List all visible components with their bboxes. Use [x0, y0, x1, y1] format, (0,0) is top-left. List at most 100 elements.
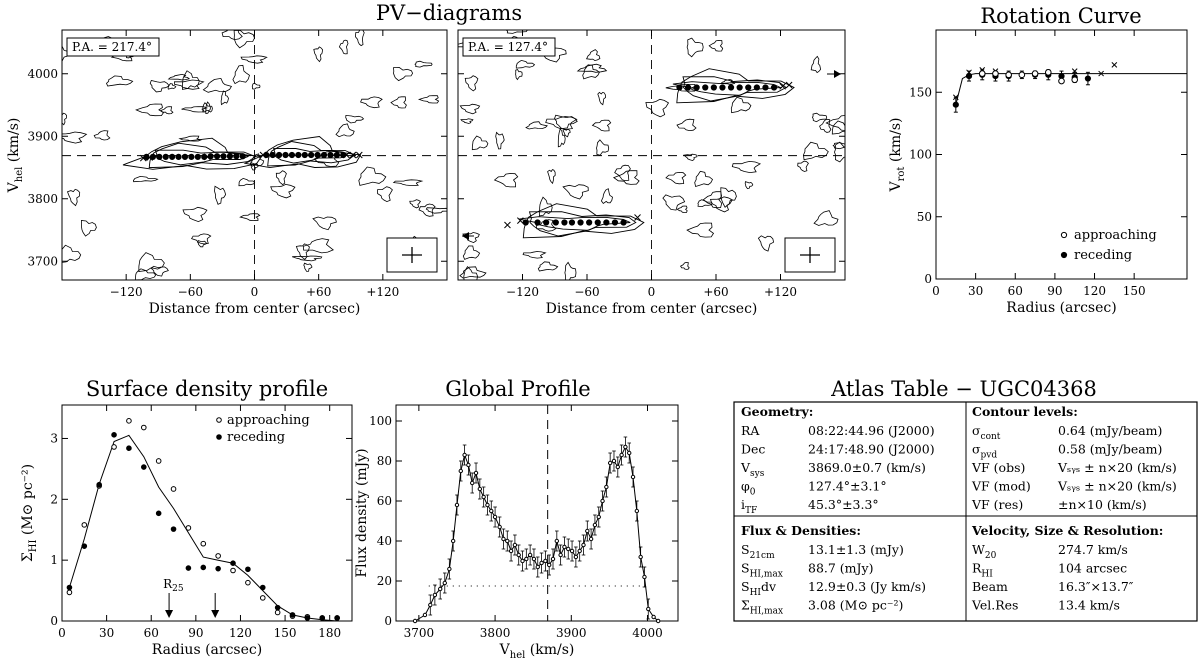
noise-contour — [562, 128, 571, 138]
gp-data-point — [473, 470, 479, 476]
y-tick-label: 4000 — [27, 67, 58, 81]
velocity-row-label-main: Beam — [972, 579, 1008, 594]
noise-contour — [582, 64, 600, 80]
gp-data-point — [655, 618, 661, 624]
noise-contour — [612, 170, 640, 185]
flux-row-label-main: S — [741, 542, 750, 557]
velocity-row-label-main: Vel.Res — [971, 598, 1018, 613]
noise-contour — [459, 103, 481, 115]
contours-row-label-main: VF (obs) — [971, 460, 1025, 475]
sd-approaching-point — [259, 595, 266, 601]
pv-data-point — [282, 151, 289, 159]
noise-contour — [417, 95, 440, 104]
noise-contour — [562, 184, 589, 200]
gp-data-point — [481, 494, 486, 500]
contours-row-label-sub: cont — [981, 432, 1001, 442]
gp-data-point — [524, 556, 529, 562]
noise-contour — [564, 261, 577, 280]
noise-contour — [178, 135, 203, 142]
gp-data-point — [634, 508, 640, 514]
noise-contour — [464, 75, 479, 92]
noise-contour — [392, 179, 424, 187]
noise-contour — [295, 243, 310, 260]
rotation-curve-title: Rotation Curve — [980, 4, 1141, 28]
x-axis-label-main: V — [499, 642, 511, 658]
flux-row-label: SHI,max — [741, 561, 783, 580]
contours-row-value: Vₛᵧₛ ± n×20 (km/s) — [1057, 479, 1177, 494]
noise-contour — [493, 173, 519, 188]
gp-data-point — [412, 618, 418, 624]
flux-row-value: 13.1±1.3 (mJy) — [808, 542, 904, 557]
noise-contour — [270, 183, 296, 199]
gp-data-point — [546, 562, 552, 568]
noise-contour — [313, 46, 324, 63]
noise-contour — [547, 169, 556, 185]
noise-contour — [62, 46, 68, 62]
x-tick-label: −120 — [110, 285, 143, 299]
y-tick-label: 3 — [50, 431, 58, 445]
noise-contour — [135, 103, 165, 117]
noise-contour — [545, 116, 578, 130]
contours-row-value: 0.64 (mJy/beam) — [1058, 423, 1162, 438]
y-tick-label: 150 — [909, 85, 932, 99]
noise-contour — [665, 84, 698, 92]
geometry-row-label-sub: sys — [750, 469, 765, 479]
gp-data-point — [642, 574, 647, 580]
r25-label: R25 — [163, 577, 184, 594]
noise-contour — [813, 210, 839, 226]
noise-contour — [292, 255, 323, 262]
noise-contour — [686, 222, 715, 238]
y-tick-label: 3900 — [27, 129, 58, 143]
sd-receding-point — [140, 464, 147, 470]
gp-data-point — [470, 480, 475, 486]
noise-contour — [138, 252, 165, 272]
sd-approaching-point — [81, 522, 88, 528]
gp-data-point — [497, 524, 502, 530]
pv-cross-point — [516, 217, 524, 224]
noise-contour — [697, 199, 713, 208]
contours-row-label: σpvd — [972, 442, 997, 461]
legend-receding-marker — [216, 434, 222, 440]
x-tick-label: +60 — [703, 285, 728, 299]
y-axis-label-sub: HI — [28, 540, 39, 553]
pv-cross-point — [349, 151, 357, 159]
pv-data-point — [586, 219, 593, 226]
noise-contour — [182, 206, 208, 223]
radius-arrowhead — [211, 610, 220, 618]
gp-data-point — [615, 464, 620, 470]
sd-receding-point — [245, 566, 251, 573]
y-axis-label-sub: hel — [14, 167, 25, 183]
atlas-table-title: Atlas Table − UGC04368 — [830, 377, 1097, 401]
noise-contour — [585, 49, 601, 62]
noise-contour — [251, 82, 261, 90]
gp-data-point — [512, 542, 518, 548]
y-tick-label: 2 — [50, 492, 58, 506]
noise-contour — [134, 268, 157, 280]
noise-contour — [596, 139, 610, 156]
noise-contour — [614, 164, 631, 182]
gp-data-point — [485, 502, 490, 508]
x-tick-label: −60 — [178, 285, 203, 299]
rc-approaching-point — [992, 70, 999, 77]
x-tick-label: 120 — [229, 626, 252, 640]
noise-contour — [819, 118, 832, 133]
gp-data-point — [623, 444, 628, 450]
gp-data-point — [600, 498, 605, 504]
noise-contour — [390, 96, 407, 109]
pv-data-point — [568, 219, 576, 226]
noise-contour — [557, 127, 566, 148]
gp-data-point — [462, 452, 467, 458]
noise-contour — [471, 135, 489, 151]
x-tick-label: 180 — [318, 626, 341, 640]
y-tick-label: 3700 — [27, 254, 58, 268]
geometry-row-value: 08:22:44.96 (J2000) — [808, 423, 935, 438]
gp-data-point — [611, 458, 617, 464]
pv-data-point — [594, 219, 601, 226]
legend-approaching-label: approaching — [227, 413, 310, 428]
x-tick-label: 90 — [1047, 284, 1062, 298]
noise-contour — [709, 196, 733, 213]
pv-cross-point — [779, 82, 787, 90]
velocity-row-value: 13.4 km/s — [1058, 598, 1120, 613]
flux-row-label-sub: HI — [750, 588, 762, 598]
